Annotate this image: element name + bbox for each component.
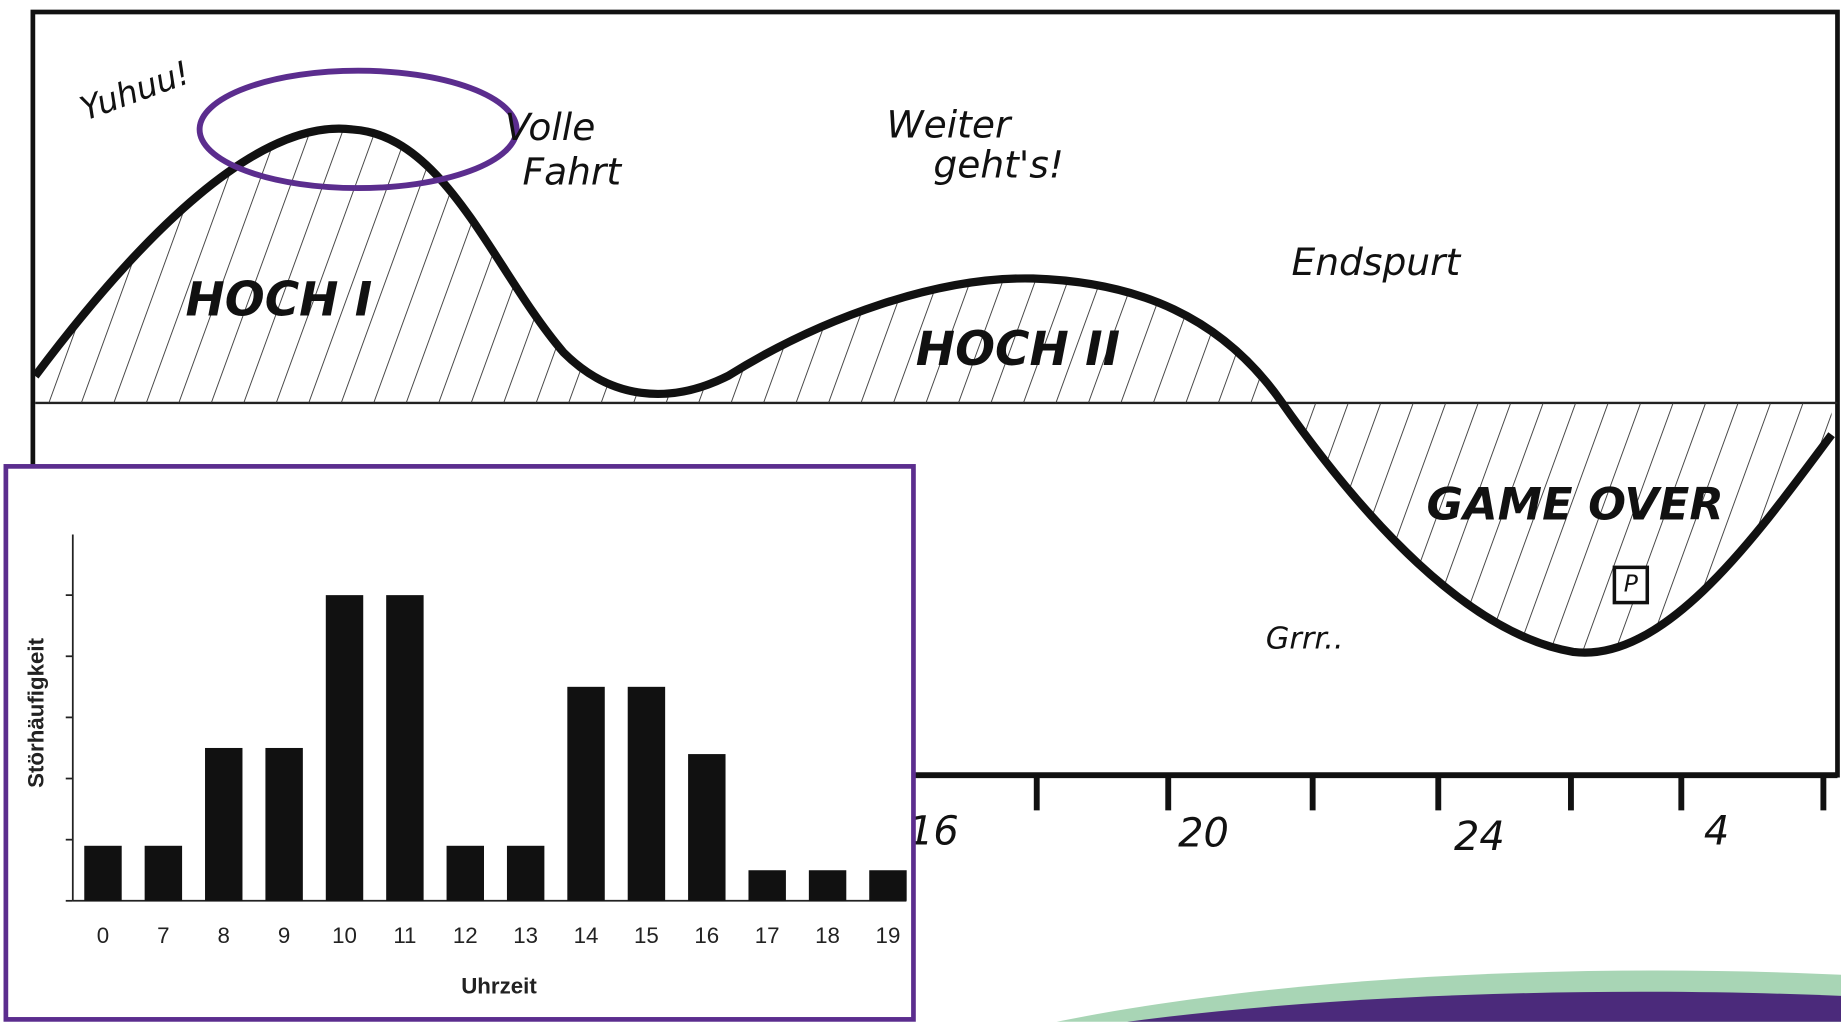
wave-curve [31,124,1835,657]
bar [265,747,303,901]
x-tick-label: 19 [876,923,901,948]
bar [144,845,183,901]
hour-label: 24 [1454,814,1505,860]
bar [869,870,907,901]
annotation: Weiter [886,103,1013,147]
hatching [35,128,1832,653]
parking-sign [1612,565,1650,605]
bar [325,595,364,901]
hour-label: 16 [908,808,959,854]
bar [446,845,485,901]
time-ticks [1033,775,1827,811]
x-tick-label: 13 [513,923,538,948]
x-tick-label: 8 [218,923,230,948]
annotation: geht's! [933,142,1063,186]
hour-label: 20 [1178,811,1229,857]
x-tick-label: 14 [574,923,599,948]
bar [627,686,666,901]
x-axis-title: Uhrzeit [461,974,537,999]
chart-inset [3,464,916,1022]
bar [84,845,122,901]
x-tick-label: 0 [97,923,109,948]
x-tick-label: 9 [278,923,290,948]
annotation: Volle [505,105,595,149]
bar [386,595,424,901]
annotation: Yuhuu! [75,53,195,128]
bar [688,754,726,901]
annotation: Grrr.. [1266,622,1344,657]
hour-label: 4 [1704,808,1729,854]
bar [506,845,545,901]
bar [567,686,605,901]
y-axis-title: Störhäufigkeit [23,637,48,787]
x-tick-label: 18 [815,923,840,948]
parking-label: P [1624,569,1639,597]
x-tick-label: 12 [453,923,478,948]
highlight-ellipse [196,67,520,192]
x-tick-label: 17 [755,923,780,948]
x-tick-label: 16 [694,923,719,948]
swoosh-purple [1127,991,1841,1022]
bar [748,870,786,901]
x-tick-label: 7 [157,923,169,948]
bar [808,870,847,901]
x-tick-label: 11 [393,923,416,948]
x-tick-label: 15 [634,923,659,948]
annotation: Endspurt [1292,240,1462,284]
region-label: GAME OVER [1427,478,1724,530]
region-label: HOCH I [186,273,373,328]
annotation: Fahrt [522,150,622,194]
x-tick-label: 10 [332,923,357,948]
region-label: HOCH II [916,322,1120,377]
bar [205,747,243,901]
